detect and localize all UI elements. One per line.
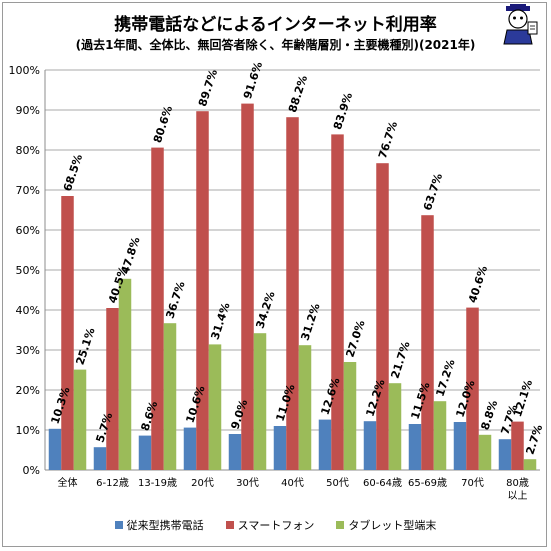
y-tick-label: 0% [23,464,40,477]
bar-1-11 [498,439,512,470]
category-label: 50代 [326,477,349,489]
data-label: 17.2% [433,358,457,398]
bar-3-8 [388,383,402,470]
mascot-logo-icon [503,4,538,45]
data-label: 12.1% [511,378,535,418]
bar-2-7 [331,134,344,470]
legend-item: スマートフォン [225,517,315,533]
data-label: 27.0% [343,319,367,359]
legend-swatch [225,521,234,529]
y-tick-label: 100% [9,64,40,77]
bar-2-6 [286,117,299,470]
legend-label: 従来型携帯電話 [126,519,204,532]
category-label: 20代 [191,477,214,489]
y-tick-labels: 0% 10% 20% 30% 40% 50% 60% 70% 80% 90% 100% [9,64,40,477]
bar-3-9 [433,401,447,470]
data-label: 89.7% [196,68,220,108]
chart-frame [2,2,547,547]
bar-2-8 [376,163,389,470]
category-label: 70代 [461,477,484,489]
bar-1-8 [363,421,377,470]
bars [48,103,537,470]
bar-3-10 [478,434,492,470]
data-label: 68.5% [61,153,85,193]
category-label: 40代 [281,477,304,489]
bar-1-2 [93,447,107,470]
data-label: 76.7% [376,120,400,160]
bar-1-1 [48,428,62,470]
bar-1-4 [183,427,197,470]
bar-3-7 [343,362,357,470]
bar-2-10 [466,307,479,470]
data-label: 83.9% [331,91,355,131]
legend-item: 従来型携帯電話 [114,517,204,533]
y-tick-label: 50% [16,264,40,277]
data-label: 8.8% [478,399,500,432]
bar-2-1 [61,196,74,470]
bar-1-3 [138,435,152,470]
y-tick-label: 20% [16,384,40,397]
y-tick-label: 90% [16,104,40,117]
bar-2-9 [421,215,434,470]
data-label: 91.6% [241,60,265,100]
bar-1-5 [228,434,242,470]
legend-item: タブレット型端末 [336,517,436,533]
data-label: 31.2% [298,302,322,342]
bar-1-9 [408,424,422,470]
y-tick-label: 40% [16,304,40,317]
legend: 従来型携帯電話 スマートフォン タブレット型端末 [0,517,551,533]
category-label: 以上 [508,490,528,502]
bar-2-5 [241,103,254,470]
category-label: 30代 [236,477,259,489]
data-label: 31.4% [208,301,232,341]
legend-swatch [336,521,345,529]
category-label: 全体 [58,476,78,489]
category-label: 13-19歳 [138,477,177,489]
bar-2-3 [151,147,164,470]
data-label: 2.7% [523,423,545,456]
category-label: 60-64歳 [363,477,402,489]
bar-3-4 [208,344,222,470]
y-tick-label: 10% [16,424,40,437]
category-label: 65-69歳 [408,477,447,489]
y-tick-label: 70% [16,184,40,197]
data-label: 21.7% [388,340,412,380]
data-label: 88.2% [286,74,310,114]
bar-1-6 [273,426,287,470]
category-label: 80歳 [506,477,529,489]
y-tick-label: 30% [16,344,40,357]
bar-3-5 [253,333,267,470]
legend-swatch [114,521,123,529]
data-label: 36.7% [163,280,187,320]
y-tick-label: 80% [16,144,40,157]
bar-2-11 [511,421,524,470]
chart-subtitle: (過去1年間、全体比、無回答者除く、年齢階層別・主要機種別)(2021年) [75,38,476,52]
y-tick-label: 60% [16,224,40,237]
bar-1-10 [453,422,467,470]
bar-3-3 [163,323,177,470]
category-labels: 全体 6-12歳 13-19歳 20代 30代 40代 50代 60-64歳 65-69歳 70代… [58,476,529,502]
legend-label: スマートフォン [237,519,315,532]
bar-2-4 [196,111,209,470]
chart-title: 携帯電話などによるインターネット利用率 [114,15,437,35]
legend-label: タブレット型端末 [348,519,437,532]
bar-3-11 [523,459,537,470]
bar-3-2 [118,278,132,470]
bar-2-2 [106,308,119,470]
bar-3-1 [73,369,87,470]
data-label: 63.7% [421,172,445,212]
bar-1-7 [318,419,332,470]
category-label: 6-12歳 [96,477,129,489]
bar-3-6 [298,345,312,470]
data-label: 25.1% [73,326,97,366]
